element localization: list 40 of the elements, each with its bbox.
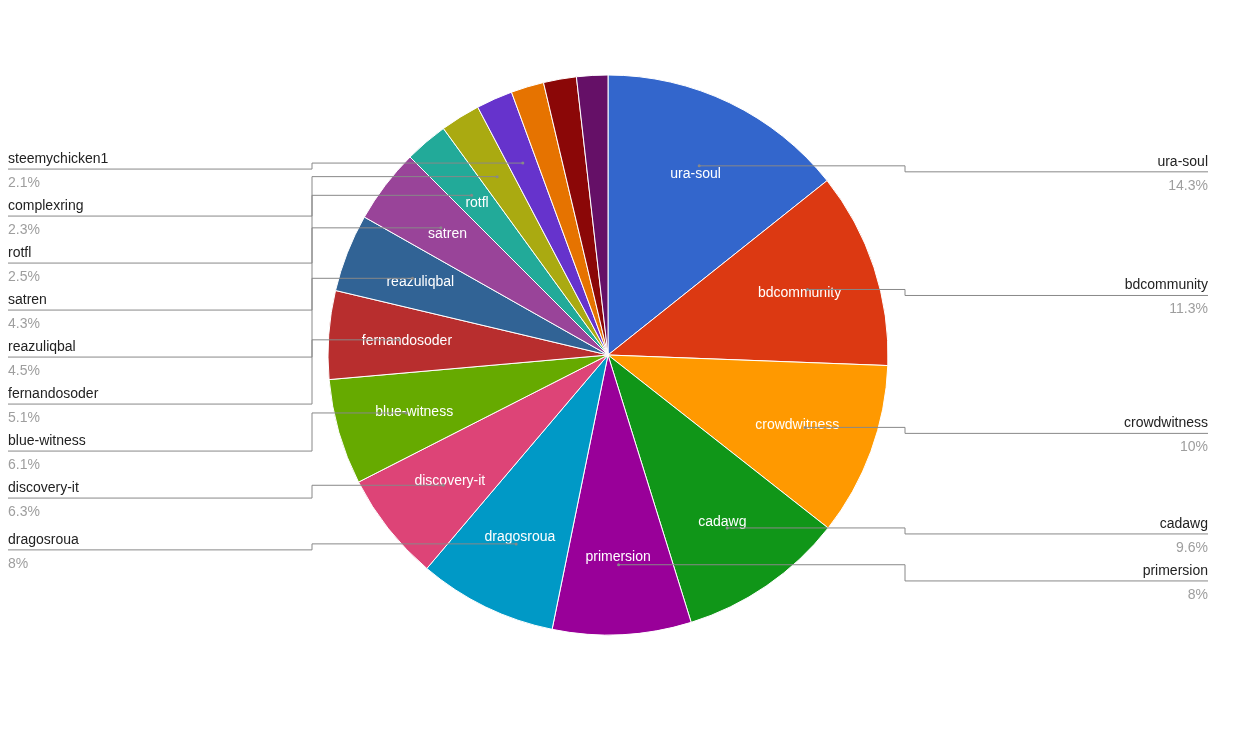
data-label: 8% bbox=[8, 554, 29, 571]
slice-label: blue-witness bbox=[8, 432, 86, 449]
slice-label: rotfl bbox=[465, 193, 489, 210]
data-label: 5.1% bbox=[8, 409, 40, 426]
slice-label: complexring bbox=[8, 197, 84, 214]
slice-label: bdcommunity bbox=[1124, 276, 1208, 293]
slice-label: primersion bbox=[1142, 561, 1208, 578]
slice-label: dragosroua bbox=[8, 530, 80, 547]
slice-label: crowdwitness bbox=[755, 416, 840, 433]
data-label: 4.3% bbox=[8, 315, 40, 332]
slice-label: ura-soul bbox=[670, 165, 721, 182]
slice-label: rotfl bbox=[8, 244, 32, 261]
slice-label: satren bbox=[8, 291, 47, 308]
slice-label: crowdwitness bbox=[1123, 414, 1208, 431]
data-label: 4.5% bbox=[8, 362, 40, 379]
slice-label: cadawg bbox=[698, 512, 747, 529]
slice-label: satren bbox=[428, 224, 468, 241]
slice-label: primersion bbox=[585, 548, 651, 565]
data-label: 6.3% bbox=[8, 503, 40, 520]
slice-label: discovery-it bbox=[8, 479, 79, 496]
data-label: 2.5% bbox=[8, 268, 40, 285]
slice-label: bdcommunity bbox=[757, 284, 842, 300]
data-label: 11.3% bbox=[1169, 300, 1208, 317]
slice-label: reazuliqbal bbox=[386, 273, 455, 290]
slice-label: steemychicken1 bbox=[8, 150, 109, 167]
data-label: 2.3% bbox=[8, 221, 40, 238]
slice-label: blue-witness bbox=[375, 402, 454, 419]
slice-label: fernandosoder bbox=[361, 332, 453, 349]
data-label: 2.1% bbox=[8, 174, 40, 191]
data-label: 10% bbox=[1179, 438, 1208, 455]
data-label: 8% bbox=[1187, 585, 1208, 602]
slice-label: ura-soul bbox=[1157, 152, 1208, 169]
slice-label: discovery-it bbox=[414, 471, 486, 488]
data-label: 6.1% bbox=[8, 456, 40, 473]
slice-label: dragosroua bbox=[484, 528, 556, 545]
slice-label: reazuliqbal bbox=[8, 338, 76, 355]
slice-label: cadawg bbox=[1159, 514, 1208, 531]
data-label: 14.3% bbox=[1168, 176, 1208, 193]
slice-label: fernandosoder bbox=[8, 385, 99, 402]
data-label: 9.6% bbox=[1176, 538, 1208, 555]
